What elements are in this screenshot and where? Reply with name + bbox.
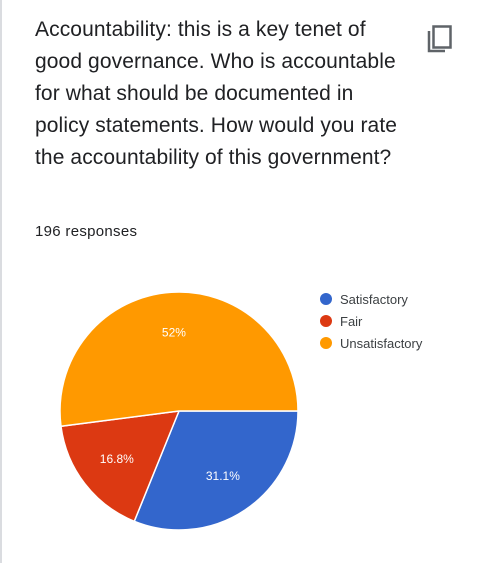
legend-dot-fair (320, 315, 332, 327)
legend-dot-satisfactory (320, 293, 332, 305)
legend-item-satisfactory[interactable]: Satisfactory (320, 288, 422, 310)
pie-label-satisfactory: 31.1% (206, 469, 240, 483)
legend-label-satisfactory: Satisfactory (340, 291, 408, 307)
legend-label-unsatisfactory: Unsatisfactory (340, 335, 423, 351)
legend-item-unsatisfactory[interactable]: Unsatisfactory (320, 332, 422, 354)
pie-slice-fair[interactable] (60, 410, 181, 523)
pie-label-fair: 16.8% (100, 452, 134, 466)
chart-legend: Satisfactory Fair Unsatisfactory (320, 288, 422, 354)
legend-item-fair[interactable]: Fair (320, 310, 422, 332)
legend-dot-unsatisfactory (320, 337, 332, 349)
pie-slice-satisfactory[interactable] (133, 410, 299, 531)
legend-label-fair: Fair (340, 313, 363, 329)
copy-chart-button[interactable] (418, 18, 458, 58)
copy-icon (427, 25, 452, 53)
pie-label-unsatisfactory: 52% (162, 326, 186, 340)
question-title: Accountability: this is a key tenet of g… (35, 18, 398, 169)
response-count: 196 responses (35, 223, 138, 240)
pie-slice-unsatisfactory[interactable] (59, 291, 299, 428)
